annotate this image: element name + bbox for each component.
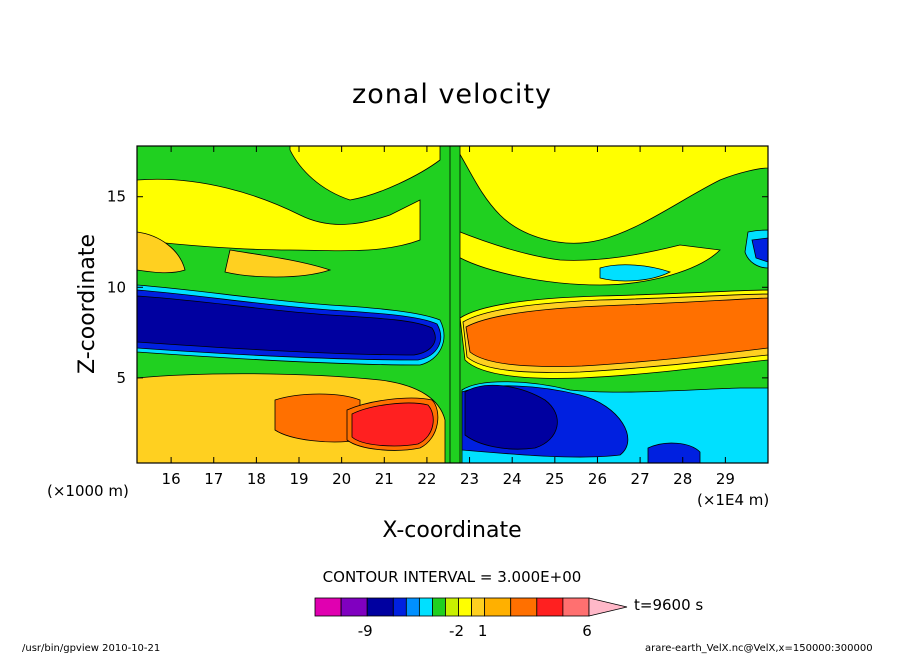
colorbar-swatch bbox=[314, 597, 342, 617]
colorbar-tick-label: -2 bbox=[449, 622, 464, 640]
contour-region-23 bbox=[449, 146, 461, 463]
x-tick-label: 16 bbox=[162, 470, 181, 488]
colorbar-swatch bbox=[510, 597, 538, 617]
chart-title: zonal velocity bbox=[352, 79, 552, 110]
plot-area bbox=[137, 146, 768, 463]
contour-region-22 bbox=[647, 442, 701, 463]
y-tick-label: 15 bbox=[107, 188, 126, 206]
colorbar-swatch bbox=[418, 597, 433, 617]
colorbar-tick-label: 6 bbox=[582, 622, 592, 640]
contour-region-11 bbox=[137, 295, 436, 356]
colorbar-tick-label: -9 bbox=[358, 622, 373, 640]
contour-region-8 bbox=[751, 237, 768, 263]
contour-region-14 bbox=[465, 297, 768, 367]
x-tick-label: 28 bbox=[673, 470, 692, 488]
colorbar-swatch bbox=[405, 597, 420, 617]
contour-region-6 bbox=[599, 264, 672, 282]
contour-region-3 bbox=[289, 146, 441, 201]
y-tick-label: 10 bbox=[107, 278, 126, 296]
colorbar-swatch bbox=[562, 597, 590, 617]
colorbar-swatch bbox=[484, 597, 512, 617]
x-tick-label: 27 bbox=[631, 470, 650, 488]
contour-region-1 bbox=[137, 231, 186, 274]
x-tick-label: 24 bbox=[503, 470, 522, 488]
x-unit-right: (×1E4 m) bbox=[697, 491, 769, 509]
y-axis: 5 10 15 bbox=[107, 188, 768, 387]
contour-region-2 bbox=[224, 249, 332, 278]
x-tick-label: 25 bbox=[545, 470, 564, 488]
colorbar-swatch bbox=[432, 597, 446, 617]
contour-region-21 bbox=[464, 384, 558, 450]
colorbar-swatch bbox=[445, 597, 459, 617]
y-tick-label: 5 bbox=[116, 369, 126, 387]
x-tick-label: 22 bbox=[417, 470, 436, 488]
time-label: t=9600 s bbox=[634, 596, 703, 614]
contour-interval: CONTOUR INTERVAL = 3.000E+00 bbox=[323, 568, 582, 586]
x-tick-label: 23 bbox=[460, 470, 479, 488]
contour-region-4 bbox=[454, 146, 768, 244]
x-tick-label: 21 bbox=[375, 470, 394, 488]
contour-region-0 bbox=[137, 178, 421, 252]
colorbar-arrow bbox=[588, 597, 628, 617]
x-tick-label: 17 bbox=[204, 470, 223, 488]
colorbar-swatch bbox=[536, 597, 564, 617]
colorbar-swatch bbox=[366, 597, 394, 617]
colorbar-swatch bbox=[471, 597, 486, 617]
footer-right: arare-earth_VelX.nc@VelX,x=150000:300000 bbox=[645, 643, 873, 654]
plot-frame bbox=[136, 145, 769, 464]
footer-left: /usr/bin/gpview 2010-10-21 bbox=[22, 643, 160, 654]
x-tick-label: 26 bbox=[588, 470, 607, 488]
x-unit-left: (×1000 m) bbox=[47, 482, 129, 500]
x-axis: 16 17 18 19 20 21 22 23 24 25 26 27 28 29 bbox=[162, 146, 735, 488]
contour-region-18 bbox=[351, 402, 434, 447]
x-tick-label: 29 bbox=[716, 470, 735, 488]
x-tick-label: 19 bbox=[289, 470, 308, 488]
colorbar-swatch bbox=[340, 597, 368, 617]
colorbar-swatch bbox=[458, 597, 472, 617]
y-axis-label: Z-coordinate bbox=[75, 234, 100, 374]
x-tick-label: 20 bbox=[332, 470, 351, 488]
colorbar-swatch bbox=[392, 597, 407, 617]
colorbar-tick-label: 1 bbox=[478, 622, 488, 640]
x-tick-label: 18 bbox=[247, 470, 266, 488]
x-axis-label: X-coordinate bbox=[382, 518, 521, 543]
colorbar: -9 -2 1 6 bbox=[314, 597, 628, 640]
